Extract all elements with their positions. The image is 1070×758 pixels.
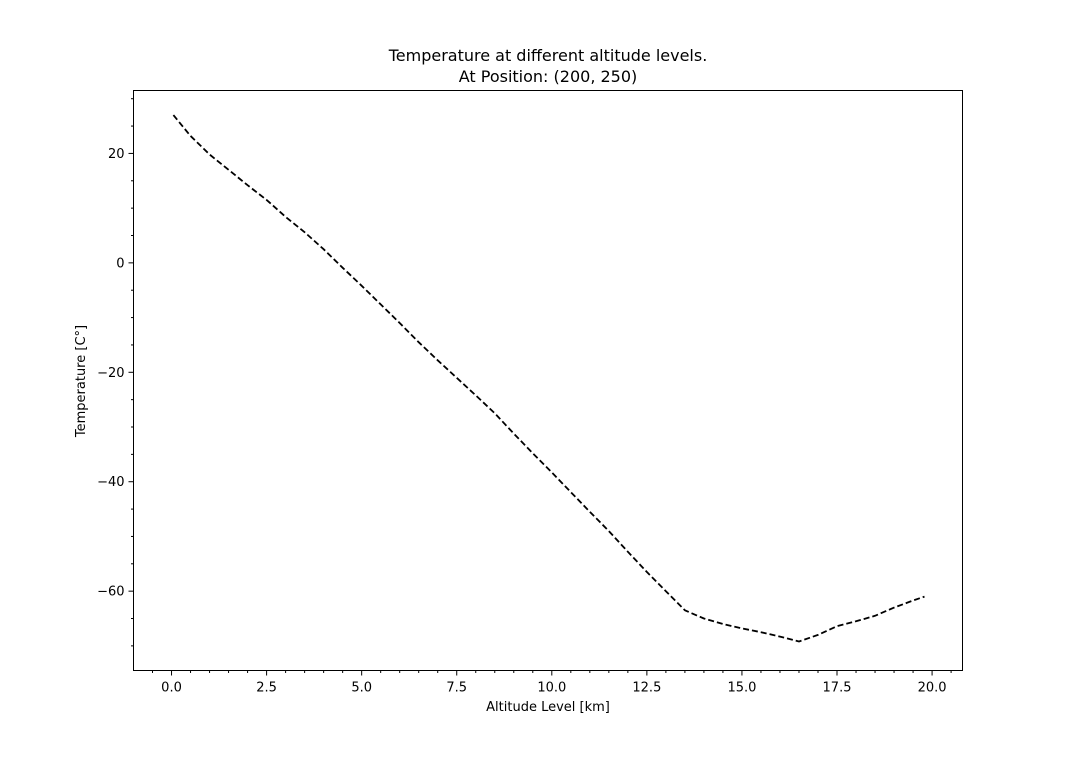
x-tick-label: 2.5 [256,681,277,696]
y-axis-ticks: 20 0 −20 −40 −60 [97,98,134,647]
temperature-series-line [172,114,925,643]
y-tick-label: −40 [97,475,124,490]
x-tick-label: 10.0 [537,681,566,696]
y-tick-label: −60 [97,585,124,600]
x-axis-label: Altitude Level [km] [486,700,610,715]
plot-area [172,114,925,643]
x-tick-label: 7.5 [446,681,467,696]
y-tick-label: 20 [108,147,125,162]
y-axis-label: Temperature [C°] [74,325,89,438]
x-tick-label: 15.0 [727,681,756,696]
x-tick-label: 20.0 [918,681,947,696]
plot-frame [133,90,963,671]
x-axis-ticks: 0.0 2.5 5.0 7.5 10.0 12.5 15.0 17.5 20.0 [152,670,952,696]
chart-subtitle: At Position: (200, 250) [459,67,638,86]
x-tick-label: 0.0 [161,681,182,696]
x-tick-label: 12.5 [632,681,661,696]
y-tick-label: −20 [97,366,124,381]
chart-title: Temperature at different altitude levels… [388,46,708,65]
x-tick-label: 17.5 [823,681,852,696]
y-tick-label: 0 [116,256,124,271]
x-tick-label: 5.0 [351,681,372,696]
